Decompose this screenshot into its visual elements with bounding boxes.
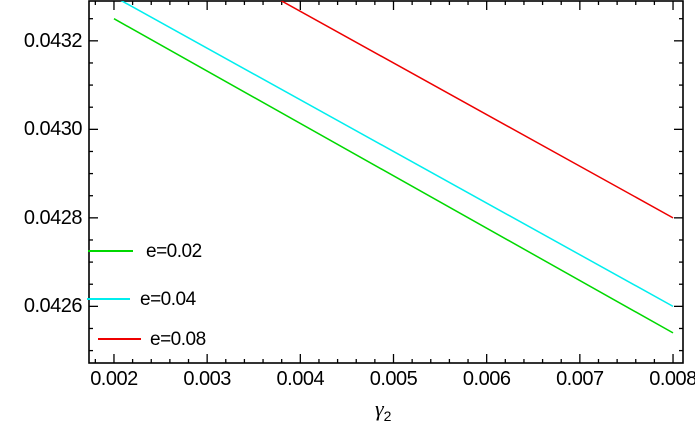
x-tick-label: 0.004 — [276, 368, 325, 390]
legend-label: e=0.08 — [150, 328, 206, 350]
x-tick-label: 0.007 — [556, 368, 604, 390]
x-tick-label: 0.002 — [90, 368, 138, 390]
legend-line-swatch — [98, 338, 141, 340]
legend-label: e=0.02 — [146, 240, 202, 262]
plot-line-e=0.04 — [120, 1, 674, 308]
plot-line-e=0.08 — [280, 1, 674, 219]
legend-item: e=0.04 — [87, 288, 196, 310]
y-tick-label: 0.0430 — [23, 118, 83, 141]
legend-item: e=0.08 — [98, 328, 206, 350]
y-tick-label: 0.0428 — [23, 206, 83, 229]
x-axis-label-base: γ — [375, 396, 384, 421]
x-axis-label: γ2 — [375, 398, 391, 423]
legend-item: e=0.02 — [88, 240, 202, 262]
x-tick-label: 0.005 — [369, 368, 418, 390]
x-tick-label: 0.003 — [183, 368, 231, 390]
x-tick-label: 0.006 — [462, 368, 511, 390]
y-tick-label: 0.0426 — [23, 295, 83, 318]
y-tick-label: 0.0432 — [23, 29, 83, 52]
legend-line-swatch — [88, 250, 133, 252]
legend-line-swatch — [87, 298, 130, 300]
plot-line-e=0.02 — [113, 18, 674, 334]
plot-frame — [88, 0, 684, 364]
x-axis-label-subscript: 2 — [383, 408, 392, 423]
legend-label: e=0.04 — [140, 288, 196, 310]
x-tick-label: 0.008 — [649, 368, 695, 390]
